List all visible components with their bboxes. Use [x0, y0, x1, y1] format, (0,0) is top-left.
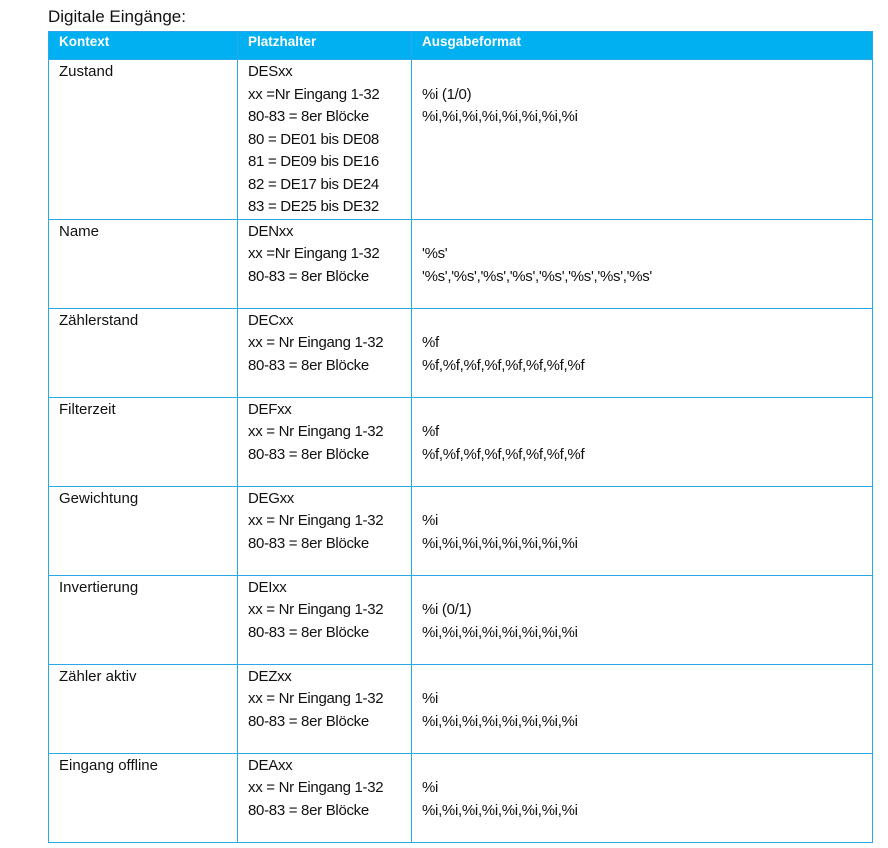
table-row: Zähler aktiv DEZxx xx = Nr Eingang 1-32 80-…: [48, 663, 873, 754]
cell-kontext: Zählerstand: [48, 307, 238, 398]
cell-kontext: Name: [48, 218, 238, 309]
placeholder-line: DEZxx: [248, 667, 292, 685]
table-row: Zählerstand DECxx xx = Nr Eingang 1-32 80-8…: [48, 307, 873, 398]
cell-platzhalter: DESxx xx =Nr Eingang 1-32 80-83 = 8er Blöc…: [237, 59, 412, 220]
cell-ausgabeformat: %i %i,%i,%i,%i,%i,%i,%i,%i: [411, 663, 873, 754]
table-row: Filterzeit DEFxx xx = Nr Eingang 1-32 80-83…: [48, 396, 873, 487]
format-line: %i: [422, 779, 439, 796]
cell-ausgabeformat: %i %i,%i,%i,%i,%i,%i,%i,%i: [411, 485, 873, 576]
placeholder-line: 80-83 = 8er Blöcke: [248, 108, 369, 125]
format-line: %i,%i,%i,%i,%i,%i,%i,%i: [422, 801, 578, 819]
header-platzhalter: Platzhalter: [237, 31, 412, 60]
cell-kontext: Zähler aktiv: [48, 663, 238, 754]
format-line: %f,%f,%f,%f,%f,%f,%f,%f: [422, 356, 585, 374]
format-line: %i: [422, 690, 439, 707]
cell-platzhalter: DEFxx xx = Nr Eingang 1-32 80-83 = 8er Blö…: [237, 396, 412, 487]
placeholder-line: 82 = DE17 bis DE24: [248, 175, 379, 193]
cell-ausgabeformat: '%s' '%s','%s','%s','%s','%s','%s','%s','…: [411, 218, 873, 309]
placeholder-line: 83 = DE25 bis DE32: [248, 198, 379, 215]
header-kontext: Kontext: [48, 31, 238, 60]
section-title: Digitale Eingänge:: [48, 7, 186, 26]
cell-kontext: Zustand: [48, 59, 238, 220]
cell-ausgabeformat: %i %i,%i,%i,%i,%i,%i,%i,%i: [411, 752, 873, 843]
cell-platzhalter: DECxx xx = Nr Eingang 1-32 80-83 = 8er Blö…: [237, 307, 412, 398]
placeholder-line: 80-83 = 8er Blöcke: [248, 623, 369, 641]
placeholder-line: 80-83 = 8er Blöcke: [248, 445, 369, 463]
table-row: Invertierung DEIxx xx = Nr Eingang 1-32 80-…: [48, 574, 873, 665]
placeholder-line: DEAxx: [248, 756, 293, 774]
format-line: %i: [422, 512, 439, 529]
format-line: %f,%f,%f,%f,%f,%f,%f,%f: [422, 445, 585, 463]
cell-ausgabeformat: %i (1/0) %i,%i,%i,%i,%i,%i,%i,%i: [411, 59, 873, 220]
placeholder-line: 80-83 = 8er Blöcke: [248, 534, 369, 552]
cell-platzhalter: DEGxx xx = Nr Eingang 1-32 80-83 = 8er Blö…: [237, 485, 412, 576]
placeholder-line: 80-83 = 8er Blöcke: [248, 801, 369, 819]
format-line: %i,%i,%i,%i,%i,%i,%i,%i: [422, 108, 578, 125]
format-line: %f: [422, 334, 439, 351]
placeholder-line: 80-83 = 8er Blöcke: [248, 356, 369, 374]
placeholder-table: Kontext Platzhalter Ausgabeformat Zustan…: [48, 31, 873, 843]
table-row: Name DENxx xx =Nr Eingang 1-32 80-83 = 8er …: [48, 218, 873, 309]
placeholder-line: DEFxx: [248, 400, 292, 418]
format-line: %i,%i,%i,%i,%i,%i,%i,%i: [422, 712, 578, 730]
placeholder-line: xx = Nr Eingang 1-32: [248, 423, 384, 440]
cell-kontext: Eingang offline: [48, 752, 238, 843]
placeholder-line: xx = Nr Eingang 1-32: [248, 601, 384, 618]
table-row: Zustand DESxx xx =Nr Eingang 1-32 80-83 = 8…: [48, 59, 873, 220]
cell-platzhalter: DEIxx xx = Nr Eingang 1-32 80-83 = 8er Blö…: [237, 574, 412, 665]
table-header: Kontext Platzhalter Ausgabeformat: [48, 31, 873, 60]
placeholder-line: xx = Nr Eingang 1-32: [248, 334, 384, 351]
placeholder-line: 81 = DE09 bis DE16: [248, 153, 379, 170]
placeholder-line: DECxx: [248, 311, 294, 329]
cell-kontext: Invertierung: [48, 574, 238, 665]
placeholder-line: 80-83 = 8er Blöcke: [248, 712, 369, 730]
placeholder-line: xx = Nr Eingang 1-32: [248, 512, 384, 529]
format-line: '%s': [422, 245, 448, 262]
format-line: '%s','%s','%s','%s','%s','%s','%s','%s': [422, 267, 652, 285]
table-row: Gewichtung DEGxx xx = Nr Eingang 1-32 80-83…: [48, 485, 873, 576]
placeholder-line: DEGxx: [248, 489, 295, 507]
placeholder-line: DEIxx: [248, 578, 287, 596]
cell-ausgabeformat: %f %f,%f,%f,%f,%f,%f,%f,%f: [411, 396, 873, 487]
placeholder-line: xx =Nr Eingang 1-32: [248, 245, 380, 262]
placeholder-line: xx = Nr Eingang 1-32: [248, 690, 384, 707]
cell-platzhalter: DENxx xx =Nr Eingang 1-32 80-83 = 8er Blöc…: [237, 218, 412, 309]
format-line: %i (1/0): [422, 85, 472, 103]
cell-ausgabeformat: %i (0/1) %i,%i,%i,%i,%i,%i,%i,%i: [411, 574, 873, 665]
format-line: %i (0/1): [422, 601, 472, 618]
placeholder-line: 80-83 = 8er Blöcke: [248, 267, 369, 285]
table-row: Eingang offline DEAxx xx = Nr Eingang 1-32…: [48, 752, 873, 843]
placeholder-line: DESxx: [248, 63, 293, 80]
format-line: %f: [422, 423, 439, 440]
cell-kontext: Filterzeit: [48, 396, 238, 487]
cell-platzhalter: DEAxx xx = Nr Eingang 1-32 80-83 = 8er Blö…: [237, 752, 412, 843]
placeholder-line: DENxx: [248, 222, 294, 240]
cell-kontext: Gewichtung: [48, 485, 238, 576]
cell-ausgabeformat: %f %f,%f,%f,%f,%f,%f,%f,%f: [411, 307, 873, 398]
cell-platzhalter: DEZxx xx = Nr Eingang 1-32 80-83 = 8er Blö…: [237, 663, 412, 754]
placeholder-line: 80 = DE01 bis DE08: [248, 130, 379, 148]
format-line: %i,%i,%i,%i,%i,%i,%i,%i: [422, 534, 578, 552]
placeholder-line: xx =Nr Eingang 1-32: [248, 85, 380, 103]
header-ausgabeformat: Ausgabeformat: [411, 31, 873, 60]
placeholder-line: xx = Nr Eingang 1-32: [248, 779, 384, 796]
format-line: %i,%i,%i,%i,%i,%i,%i,%i: [422, 623, 578, 641]
